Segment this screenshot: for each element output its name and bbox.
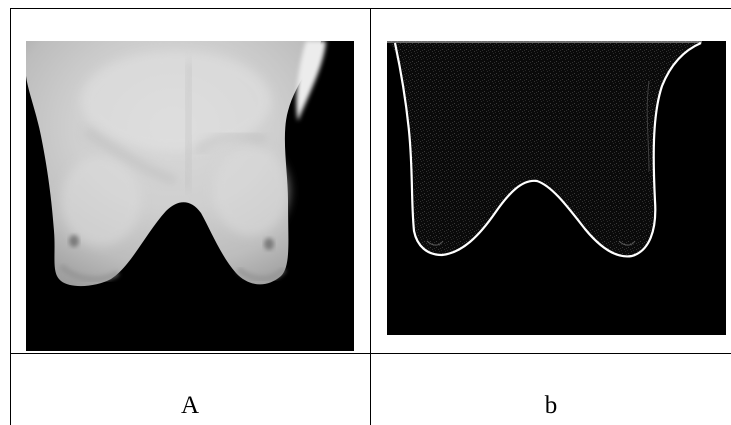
- edge-outline: [393, 41, 702, 258]
- figure-table: A b: [10, 8, 731, 425]
- edge-image-panel: [387, 41, 726, 335]
- table-left-border: [10, 8, 11, 425]
- table-column-divider: [370, 8, 371, 425]
- panel-label-a: A: [180, 392, 200, 419]
- right-nipple-spot: [264, 238, 274, 250]
- thermal-image-panel: [26, 41, 354, 351]
- edge-image: [387, 41, 726, 335]
- left-nipple-spot: [69, 235, 79, 247]
- panel-label-b: b: [544, 392, 558, 419]
- table-row-divider: [10, 353, 731, 354]
- thermal-image: [26, 41, 354, 351]
